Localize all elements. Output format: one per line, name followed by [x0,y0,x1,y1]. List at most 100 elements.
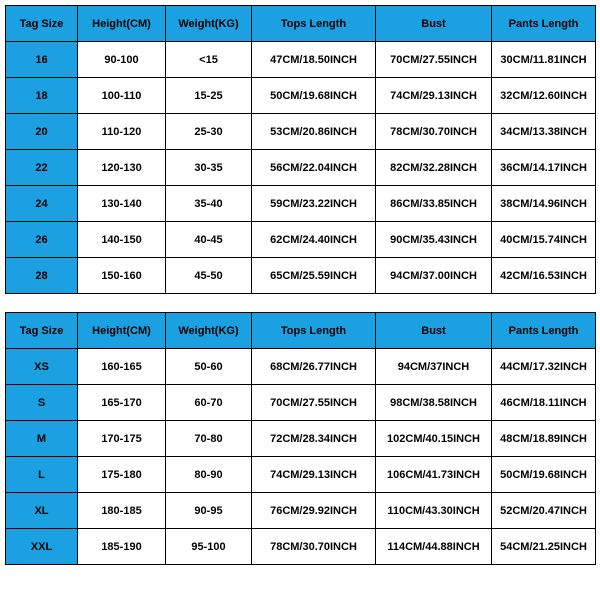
table-cell: 35-40 [166,186,252,222]
table-row: M170-17570-8072CM/28.34INCH102CM/40.15IN… [6,421,596,457]
table-cell: 180-185 [78,493,166,529]
table-cell: 50CM/19.68INCH [492,457,596,493]
col-pants-length: Pants Length [492,313,596,349]
table-cell: 78CM/30.70INCH [252,529,376,565]
table-cell: 110-120 [78,114,166,150]
table-cell: 120-130 [78,150,166,186]
table-cell: 70-80 [166,421,252,457]
col-height: Height(CM) [78,313,166,349]
table-cell: XXL [6,529,78,565]
table-cell: 25-30 [166,114,252,150]
table-cell: 106CM/41.73INCH [376,457,492,493]
table-cell: 56CM/22.04INCH [252,150,376,186]
table-cell: 18 [6,78,78,114]
table-cell: 102CM/40.15INCH [376,421,492,457]
table-header-row: Tag Size Height(CM) Weight(KG) Tops Leng… [6,313,596,349]
table-row: 20110-12025-3053CM/20.86INCH78CM/30.70IN… [6,114,596,150]
col-weight: Weight(KG) [166,6,252,42]
table-cell: 50-60 [166,349,252,385]
table-cell: 95-100 [166,529,252,565]
table-cell: 62CM/24.40INCH [252,222,376,258]
table-cell: 40CM/15.74INCH [492,222,596,258]
table-cell: 34CM/13.38INCH [492,114,596,150]
table-cell: 94CM/37INCH [376,349,492,385]
table-cell: 70CM/27.55INCH [376,42,492,78]
table-cell: 185-190 [78,529,166,565]
col-height: Height(CM) [78,6,166,42]
table-cell: 68CM/26.77INCH [252,349,376,385]
table-cell: 150-160 [78,258,166,294]
table-cell: <15 [166,42,252,78]
table-cell: S [6,385,78,421]
table-cell: 45-50 [166,258,252,294]
table-cell: 90-95 [166,493,252,529]
table-cell: 22 [6,150,78,186]
table-cell: 36CM/14.17INCH [492,150,596,186]
table-row: 24130-14035-4059CM/23.22INCH86CM/33.85IN… [6,186,596,222]
col-tag-size: Tag Size [6,6,78,42]
table-cell: 50CM/19.68INCH [252,78,376,114]
size-table-kids: Tag Size Height(CM) Weight(KG) Tops Leng… [5,5,596,294]
table-cell: 16 [6,42,78,78]
table-cell: M [6,421,78,457]
table-cell: 30-35 [166,150,252,186]
table-cell: 48CM/18.89INCH [492,421,596,457]
table-cell: 65CM/25.59INCH [252,258,376,294]
table-row: 1690-100<1547CM/18.50INCH70CM/27.55INCH3… [6,42,596,78]
table-cell: 53CM/20.86INCH [252,114,376,150]
table-cell: 165-170 [78,385,166,421]
table-cell: 78CM/30.70INCH [376,114,492,150]
table-cell: 110CM/43.30INCH [376,493,492,529]
table-cell: 74CM/29.13INCH [376,78,492,114]
col-tops-length: Tops Length [252,313,376,349]
table-header-row: Tag Size Height(CM) Weight(KG) Tops Leng… [6,6,596,42]
table-cell: 160-165 [78,349,166,385]
table-cell: 30CM/11.81INCH [492,42,596,78]
table-cell: 60-70 [166,385,252,421]
table-cell: 80-90 [166,457,252,493]
table-cell: 76CM/29.92INCH [252,493,376,529]
table-cell: 94CM/37.00INCH [376,258,492,294]
table-cell: 170-175 [78,421,166,457]
table-row: 18100-11015-2550CM/19.68INCH74CM/29.13IN… [6,78,596,114]
size-table-adults: Tag Size Height(CM) Weight(KG) Tops Leng… [5,312,596,565]
table-cell: 28 [6,258,78,294]
table-cell: 38CM/14.96INCH [492,186,596,222]
table-cell: 100-110 [78,78,166,114]
table-cell: 59CM/23.22INCH [252,186,376,222]
table-cell: 44CM/17.32INCH [492,349,596,385]
table-row: XXL185-19095-10078CM/30.70INCH114CM/44.8… [6,529,596,565]
col-bust: Bust [376,6,492,42]
table-cell: L [6,457,78,493]
col-pants-length: Pants Length [492,6,596,42]
table-cell: 52CM/20.47INCH [492,493,596,529]
table-cell: XS [6,349,78,385]
table-cell: 82CM/32.28INCH [376,150,492,186]
table-cell: 74CM/29.13INCH [252,457,376,493]
table-cell: 42CM/16.53INCH [492,258,596,294]
table-row: 22120-13030-3556CM/22.04INCH82CM/32.28IN… [6,150,596,186]
table-cell: 90CM/35.43INCH [376,222,492,258]
table-cell: 20 [6,114,78,150]
table-cell: 175-180 [78,457,166,493]
table-spacer [5,294,595,312]
table-cell: 98CM/38.58INCH [376,385,492,421]
table-cell: 90-100 [78,42,166,78]
table-cell: 40-45 [166,222,252,258]
table-row: XL180-18590-9576CM/29.92INCH110CM/43.30I… [6,493,596,529]
table-cell: 54CM/21.25INCH [492,529,596,565]
table-cell: 86CM/33.85INCH [376,186,492,222]
table-cell: 46CM/18.11INCH [492,385,596,421]
table-row: 28150-16045-5065CM/25.59INCH94CM/37.00IN… [6,258,596,294]
table-row: 26140-15040-4562CM/24.40INCH90CM/35.43IN… [6,222,596,258]
table-cell: XL [6,493,78,529]
table-cell: 32CM/12.60INCH [492,78,596,114]
table-cell: 72CM/28.34INCH [252,421,376,457]
table-cell: 47CM/18.50INCH [252,42,376,78]
table-cell: 24 [6,186,78,222]
table-row: S165-17060-7070CM/27.55INCH98CM/38.58INC… [6,385,596,421]
table-cell: 70CM/27.55INCH [252,385,376,421]
col-weight: Weight(KG) [166,313,252,349]
table-cell: 140-150 [78,222,166,258]
table-cell: 114CM/44.88INCH [376,529,492,565]
